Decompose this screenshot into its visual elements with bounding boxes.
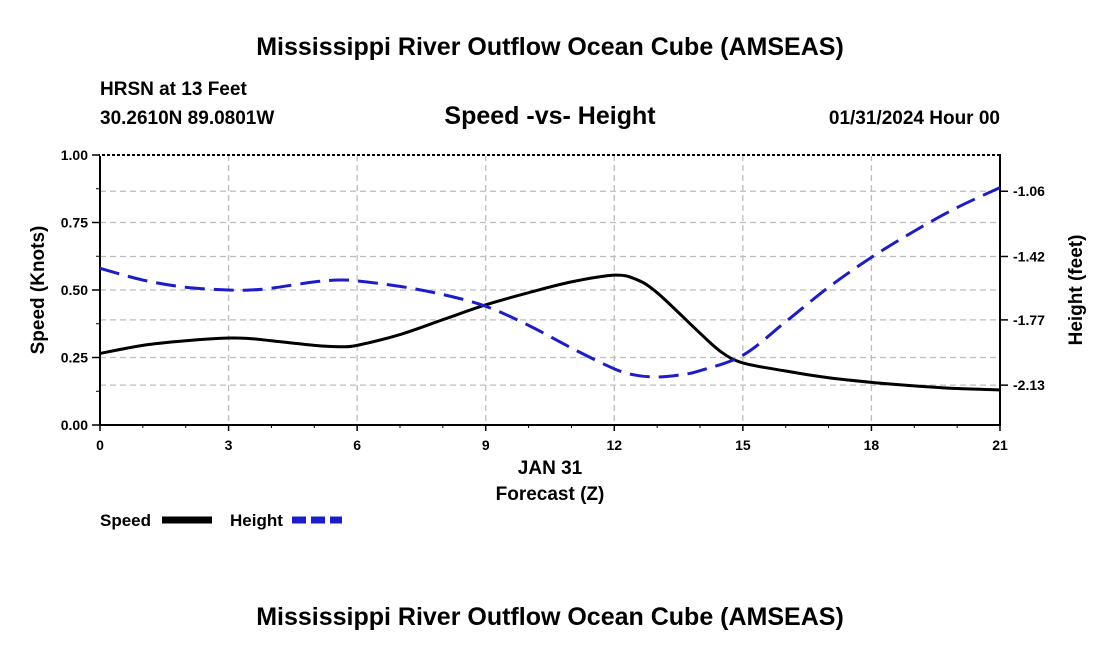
- forecast-date: 01/31/2024 Hour 00: [829, 108, 1000, 129]
- y-axis-left-title: Speed (Knots): [28, 226, 49, 355]
- y-right-tick-label: -1.06: [1013, 183, 1045, 199]
- speed-series-line: [99, 273, 1001, 392]
- y-left-tick-label: 0.50: [61, 282, 88, 298]
- y-right-tick-label: -2.13: [1013, 377, 1045, 393]
- location-label: 30.2610N 89.0801W: [100, 108, 274, 129]
- height-series-line: [99, 186, 1001, 379]
- y-left-tick-label: 0.25: [61, 350, 88, 366]
- x-tick-label: 18: [864, 437, 880, 453]
- y-left-tick-label: 1.00: [61, 147, 88, 163]
- x-tick-label: 9: [482, 437, 490, 453]
- chart-subtitle: Speed -vs- Height: [444, 102, 656, 130]
- footer-title: Mississippi River Outflow Ocean Cube (AM…: [256, 603, 844, 631]
- legend: Speed Height: [100, 511, 342, 530]
- x-tick-label: 21: [992, 437, 1008, 453]
- chart-title: Mississippi River Outflow Ocean Cube (AM…: [256, 33, 844, 61]
- y-left-tick-label: 0.75: [61, 215, 88, 231]
- axes: 0 3 6 9 12 15 18 21 0.00 0.25 0.50 0.75 1.00 -2.13 -1.…: [61, 147, 1045, 453]
- x-tick-label: 3: [225, 437, 233, 453]
- y-left-tick-label: 0.00: [61, 417, 88, 433]
- x-date-label: JAN 31: [518, 458, 583, 479]
- x-tick-label: 15: [735, 437, 751, 453]
- x-tick-label: 12: [606, 437, 622, 453]
- y-right-tick-label: -1.77: [1013, 312, 1045, 328]
- series-lines: [99, 186, 1001, 392]
- x-axis-title: Forecast (Z): [496, 484, 605, 505]
- y-right-tick-label: -1.42: [1013, 248, 1045, 264]
- legend-height-label: Height: [230, 511, 283, 530]
- y-axis-right-title: Height (feet): [1066, 235, 1087, 346]
- legend-speed-label: Speed: [100, 511, 151, 530]
- x-tick-label: 6: [353, 437, 361, 453]
- station-label: HRSN at 13 Feet: [100, 79, 247, 100]
- grid-lines: [100, 155, 1000, 425]
- x-tick-label: 0: [96, 437, 104, 453]
